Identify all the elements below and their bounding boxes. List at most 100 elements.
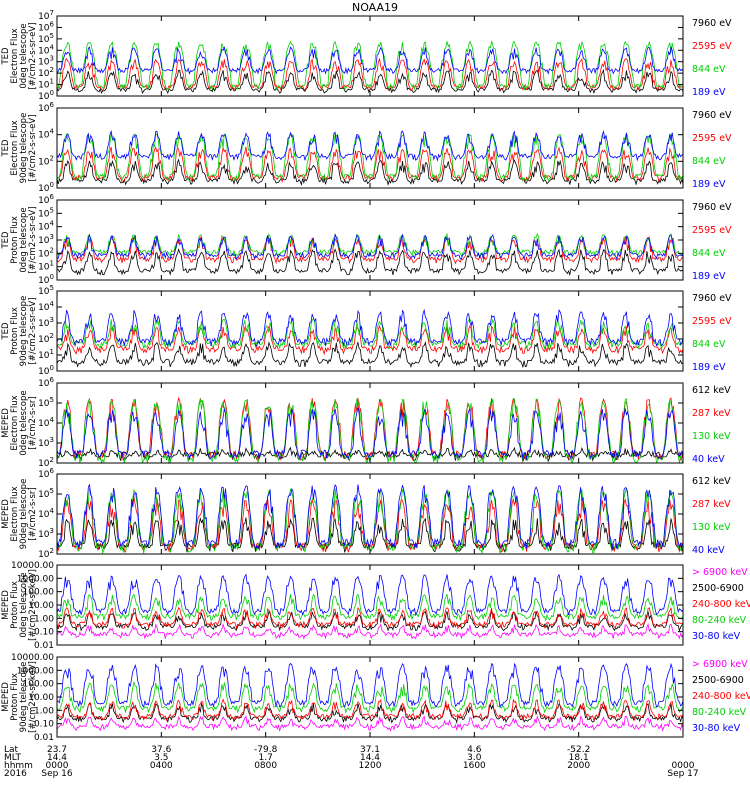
legend-entry: 7960 eV [692,202,732,213]
y-tick-label: 104 [38,43,54,56]
y-axis-label: TEDProton Flux90deg telescope[#/cm2-s-sr… [1,296,38,367]
series-7960-ev [56,248,684,277]
x-tick-label: 14.4 [360,753,380,763]
legend-entry: 287 keV [692,408,731,419]
y-tick-label: 10.00 [28,601,54,611]
y-tick-label: 100 [38,89,54,102]
legend-entry: 612 keV [692,385,731,396]
y-tick-label: 102 [38,246,54,259]
x-tick-label: 4.6 [467,745,482,755]
y-tick-label: 1.00 [34,706,54,716]
y-tick-label: 0.01 [34,641,54,651]
series-40-kev [56,484,684,551]
legend-entry: 844 eV [692,339,726,350]
series-189-ev [56,45,684,75]
y-tick-label: 107 [38,9,54,22]
y-tick-label: 101 [38,78,54,91]
panel-7: 0.01 0.10 1.00 10.00 100.00 1000.00 10000.00ME… [1,561,750,651]
x-tick-label: 0400 [150,761,173,771]
series--6900-kev [56,715,684,732]
series-189-ev [56,129,684,162]
legend-entry: 240-800 keV [692,691,750,702]
y-tick-label: 105 [38,206,54,219]
y-axis-label: TEDElectron Flux90deg telescope[#/cm2-s-… [1,113,38,184]
x-tick-label: Sep 16 [41,769,73,779]
y-tick-label: 106 [38,20,54,33]
y-tick-label: 10000.00 [11,653,54,663]
series-2595-ev [56,235,684,265]
y-tick-label: 105 [38,396,54,409]
y-tick-label: 106 [38,193,54,206]
x-tick-label: 2000 [567,761,590,771]
y-tick-label: 10000.00 [11,561,54,571]
x-row-label: 2016 [4,769,27,779]
series-2595-ev [56,324,684,356]
legend-entry: 844 eV [692,156,726,167]
y-tick-label: 102 [38,547,54,560]
y-tick-label: 100 [38,364,54,377]
y-axis-label: TEDElectron Flux0deg telescope[#/cm2-s-s… [1,22,38,89]
y-tick-label: 101 [38,260,54,273]
x-tick-label: 0000 [46,761,69,771]
x-tick-label: 14.4 [47,753,67,763]
legend-entry: 30-80 keV [692,631,741,642]
y-tick-label: 106 [38,467,54,480]
y-tick-label: 1000.00 [17,666,54,676]
x-tick-label: -52.2 [567,745,590,755]
y-axis-label: MEPEDProton Flux90deg telescope[#/cm2-s-… [1,661,38,733]
legend-entry: 240-800 keV [692,599,750,610]
legend-entry: 287 keV [692,499,731,510]
panel-8: 0.01 0.10 1.00 10.00 100.00 1000.00 10000.00ME… [1,653,750,743]
y-tick-label: 0.10 [34,720,54,730]
y-tick-label: 100.00 [23,588,55,598]
y-tick-label: 106 [38,376,54,389]
y-axis-label: TEDProton Flux0deg telescope[#/cm2-s-sr-… [1,206,38,273]
series-189-ev [56,308,684,348]
y-tick-label: 104 [38,416,54,429]
x-tick-label: 1200 [359,761,382,771]
y-tick-label: 103 [38,55,54,68]
y-tick-label: 0.01 [34,733,54,743]
y-tick-label: 102 [38,332,54,345]
series-7960-ev [56,68,684,95]
series-612-kev [56,446,684,463]
series-7960-ev [56,340,684,369]
y-axis-label: MEPEDProton Flux0deg telescope[#/cm2-s-s… [1,569,38,641]
y-tick-label: 102 [38,154,54,167]
y-tick-label: 100 [38,273,54,286]
legend-entry: 80-240 keV [692,615,747,626]
legend-entry: 130 keV [692,522,731,533]
x-tick-label: 1.7 [259,753,273,763]
legend-entry: 30-80 keV [692,723,741,734]
plot-frame [56,290,684,372]
legend-entry: 189 eV [692,87,726,98]
x-row-label: hhmm [4,761,33,771]
x-row-label: Lat [4,745,19,755]
series-844-ev [56,132,684,182]
x-tick-label: -79.8 [254,745,278,755]
series-844-ev [56,318,684,350]
legend-entry: > 6900 keV [692,659,748,670]
y-tick-label: 104 [38,220,54,233]
x-tick-label: 3.5 [154,753,168,763]
series-2595-ev [56,146,684,183]
series-80-240-kev [56,680,684,714]
y-tick-label: 100 [38,181,54,194]
y-tick-label: 104 [38,128,54,141]
series-240-800-kev [56,698,684,722]
x-row-label: MLT [4,753,22,763]
legend-entry: 40 keV [692,454,725,465]
y-tick-label: 1000.00 [17,574,54,584]
legend-entry: 2595 eV [692,225,732,236]
y-tick-label: 105 [38,32,54,45]
legend-entry: 612 keV [692,476,731,487]
y-axis-label: MEPEDElectron Flux0deg telescope[#/cm2-s… [1,390,38,455]
y-tick-label: 1.00 [34,614,54,624]
y-tick-label: 0.10 [34,628,54,638]
y-tick-label: 104 [38,300,54,313]
